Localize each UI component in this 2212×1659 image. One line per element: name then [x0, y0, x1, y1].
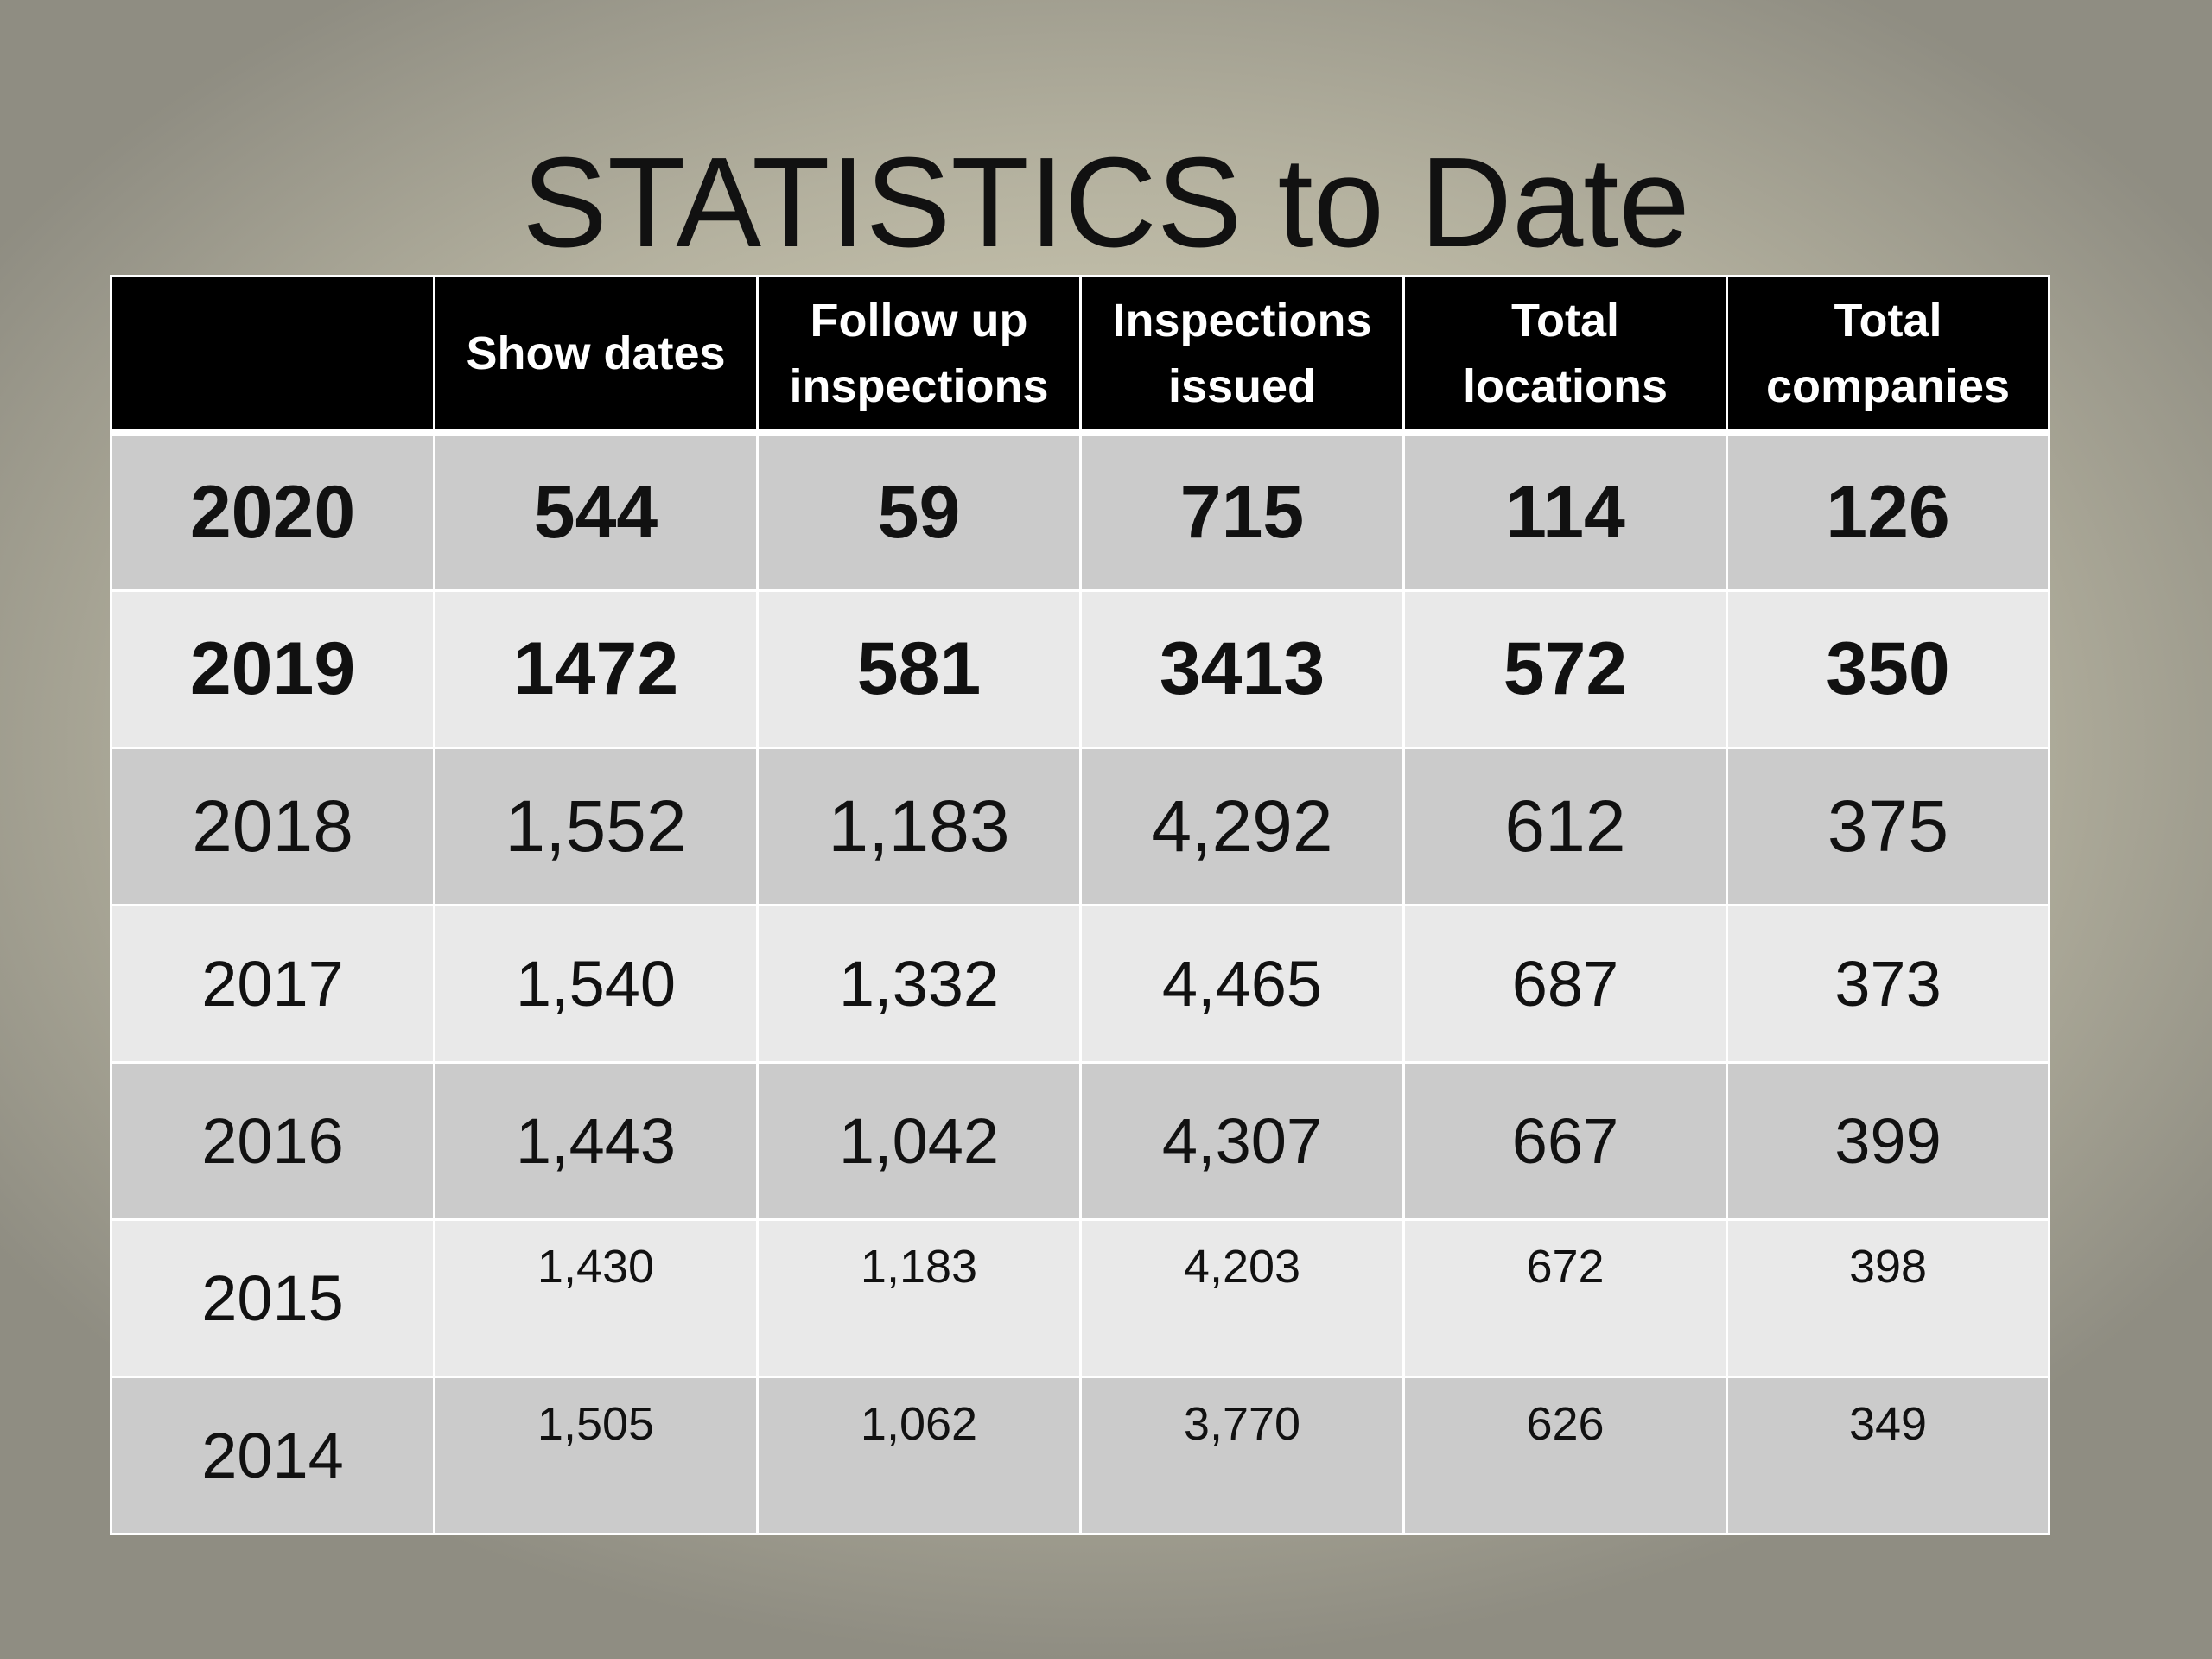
table-header-row: Show dates Follow up inspections Inspecti…	[110, 275, 2050, 435]
header-follow-up-inspections: Follow up inspections	[756, 275, 1082, 435]
follow-up-cell: 581	[756, 588, 1082, 749]
total-companies-cell: 373	[1726, 903, 2050, 1064]
year-cell: 2019	[110, 588, 435, 749]
header-year	[110, 275, 435, 435]
inspections-issued-cell: 3413	[1079, 588, 1405, 749]
show-dates-cell: 1,540	[433, 903, 759, 1064]
table-row-2017: 2017 1,540 1,332 4,465 687 373	[110, 903, 2050, 1064]
inspections-issued-cell: 4,465	[1079, 903, 1405, 1064]
table-row-2016: 2016 1,443 1,042 4,307 667 399	[110, 1060, 2050, 1221]
show-dates-cell: 1,505	[433, 1375, 759, 1535]
total-locations-cell: 572	[1402, 588, 1728, 749]
year-cell: 2018	[110, 746, 435, 906]
total-companies-cell: 350	[1726, 588, 2050, 749]
header-total-companies: Total companies	[1726, 275, 2050, 435]
total-locations-cell: 672	[1402, 1217, 1728, 1378]
total-companies-cell: 398	[1726, 1217, 2050, 1378]
year-cell: 2015	[110, 1217, 435, 1378]
show-dates-cell: 1,430	[433, 1217, 759, 1378]
table-row-2019: 2019 1472 581 3413 572 350	[110, 588, 2050, 749]
show-dates-cell: 544	[433, 429, 759, 592]
total-companies-cell: 126	[1726, 429, 2050, 592]
total-companies-cell: 399	[1726, 1060, 2050, 1221]
follow-up-cell: 59	[756, 429, 1082, 592]
table-row-2018: 2018 1,552 1,183 4,292 612 375	[110, 746, 2050, 906]
year-cell: 2020	[110, 429, 435, 592]
follow-up-cell: 1,183	[756, 1217, 1082, 1378]
inspections-issued-cell: 4,292	[1079, 746, 1405, 906]
year-cell: 2017	[110, 903, 435, 1064]
table-row-2020: 2020 544 59 715 114 126	[110, 429, 2050, 592]
inspections-issued-cell: 4,307	[1079, 1060, 1405, 1221]
total-locations-cell: 612	[1402, 746, 1728, 906]
year-cell: 2016	[110, 1060, 435, 1221]
show-dates-cell: 1,552	[433, 746, 759, 906]
header-total-locations: Total locations	[1402, 275, 1728, 435]
statistics-table: Show dates Follow up inspections Inspecti…	[110, 275, 2050, 1535]
show-dates-cell: 1,443	[433, 1060, 759, 1221]
show-dates-cell: 1472	[433, 588, 759, 749]
header-show-dates: Show dates	[433, 275, 759, 435]
total-companies-cell: 375	[1726, 746, 2050, 906]
follow-up-cell: 1,062	[756, 1375, 1082, 1535]
total-companies-cell: 349	[1726, 1375, 2050, 1535]
inspections-issued-cell: 3,770	[1079, 1375, 1405, 1535]
inspections-issued-cell: 4,203	[1079, 1217, 1405, 1378]
total-locations-cell: 687	[1402, 903, 1728, 1064]
follow-up-cell: 1,042	[756, 1060, 1082, 1221]
total-locations-cell: 626	[1402, 1375, 1728, 1535]
header-inspections-issued: Inspections issued	[1079, 275, 1405, 435]
inspections-issued-cell: 715	[1079, 429, 1405, 592]
total-locations-cell: 667	[1402, 1060, 1728, 1221]
follow-up-cell: 1,183	[756, 746, 1082, 906]
table-row-2015: 2015 1,430 1,183 4,203 672 398	[110, 1217, 2050, 1378]
total-locations-cell: 114	[1402, 429, 1728, 592]
year-cell: 2014	[110, 1375, 435, 1535]
table-row-2014: 2014 1,505 1,062 3,770 626 349	[110, 1375, 2050, 1535]
slide-title: STATISTICS to Date	[522, 131, 1690, 274]
follow-up-cell: 1,332	[756, 903, 1082, 1064]
